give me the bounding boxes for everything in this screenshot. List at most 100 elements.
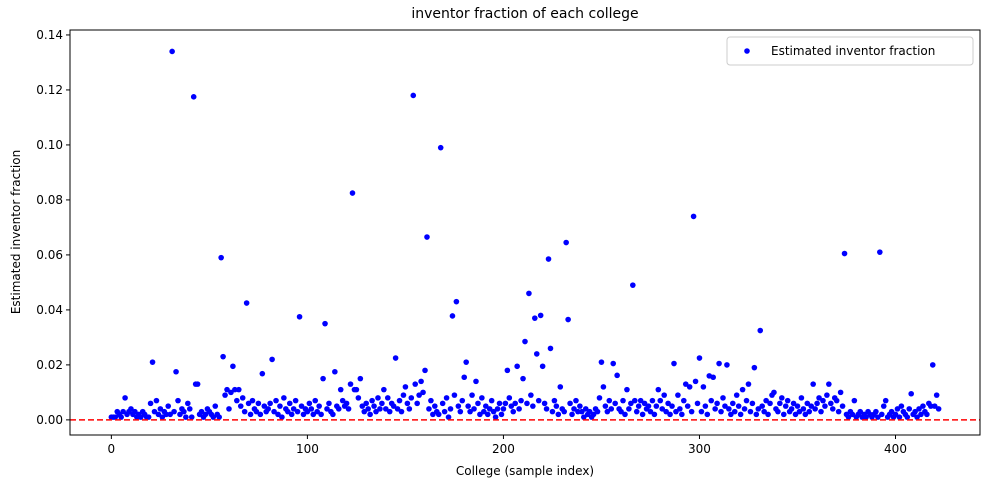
x-tick-label: 200 <box>492 442 515 456</box>
point <box>624 386 630 393</box>
point <box>518 397 524 404</box>
point <box>767 400 773 407</box>
point <box>414 400 420 407</box>
point <box>896 414 903 420</box>
point <box>882 397 889 404</box>
point <box>508 403 515 409</box>
point <box>775 408 781 415</box>
point <box>243 300 250 306</box>
point <box>514 363 520 370</box>
point <box>665 400 671 407</box>
point <box>308 406 315 412</box>
point <box>467 408 473 415</box>
point <box>657 397 664 404</box>
point <box>612 400 618 407</box>
point <box>494 406 501 412</box>
point <box>684 403 691 409</box>
point <box>296 313 303 320</box>
point <box>255 400 262 407</box>
point <box>190 94 197 100</box>
point <box>581 414 587 420</box>
point <box>408 395 415 401</box>
point <box>718 408 724 415</box>
point <box>594 408 601 415</box>
point <box>935 406 942 412</box>
point <box>118 414 124 420</box>
point <box>731 408 738 415</box>
point <box>312 397 319 404</box>
point <box>390 403 397 409</box>
point <box>590 411 597 418</box>
x-tick-label: 400 <box>884 442 907 456</box>
point <box>379 400 385 407</box>
point <box>128 406 134 412</box>
point <box>904 414 911 420</box>
point <box>473 378 479 385</box>
point <box>569 411 575 418</box>
point <box>916 406 922 412</box>
point <box>708 397 715 404</box>
point <box>898 403 905 409</box>
point <box>496 400 503 407</box>
point <box>355 395 362 401</box>
legend-marker <box>744 48 750 54</box>
point <box>292 397 299 404</box>
point <box>426 406 432 412</box>
point <box>927 403 934 409</box>
point <box>404 400 411 407</box>
point <box>688 408 695 415</box>
point <box>812 406 818 412</box>
point <box>780 411 787 418</box>
point <box>698 408 705 415</box>
point <box>271 408 277 415</box>
point <box>120 408 126 415</box>
point <box>661 392 667 398</box>
point <box>712 406 718 412</box>
point <box>286 400 293 407</box>
point <box>555 411 562 418</box>
point <box>486 406 493 412</box>
point <box>198 408 205 415</box>
point <box>318 411 324 418</box>
point <box>610 360 617 367</box>
point <box>535 397 542 404</box>
point <box>794 403 801 409</box>
point <box>822 403 828 409</box>
y-tick-label: 0.04 <box>36 303 63 317</box>
point <box>845 414 852 420</box>
point <box>579 408 585 415</box>
point <box>155 411 162 418</box>
point <box>671 360 677 367</box>
point <box>539 363 546 370</box>
point <box>796 408 803 415</box>
point <box>188 414 195 420</box>
point <box>257 411 264 418</box>
point <box>888 408 895 415</box>
y-tick-label: 0.12 <box>36 83 63 97</box>
point <box>863 414 869 420</box>
point <box>455 403 462 409</box>
point <box>437 144 444 151</box>
point <box>573 397 579 404</box>
point <box>306 400 313 407</box>
point <box>690 213 697 220</box>
point <box>547 345 554 352</box>
point <box>267 400 273 407</box>
point <box>602 403 609 409</box>
point <box>220 353 226 360</box>
point <box>183 414 189 420</box>
point <box>577 403 583 409</box>
y-axis-label: Estimated inventor fraction <box>9 150 23 314</box>
legend-box <box>726 36 974 66</box>
point <box>600 384 607 390</box>
point <box>510 408 517 415</box>
point <box>275 411 281 418</box>
point <box>737 411 744 418</box>
point <box>761 408 767 415</box>
point <box>412 381 419 387</box>
point <box>377 406 383 412</box>
point <box>512 400 518 407</box>
point <box>810 381 816 387</box>
y-tick-label: 0.08 <box>36 193 63 207</box>
